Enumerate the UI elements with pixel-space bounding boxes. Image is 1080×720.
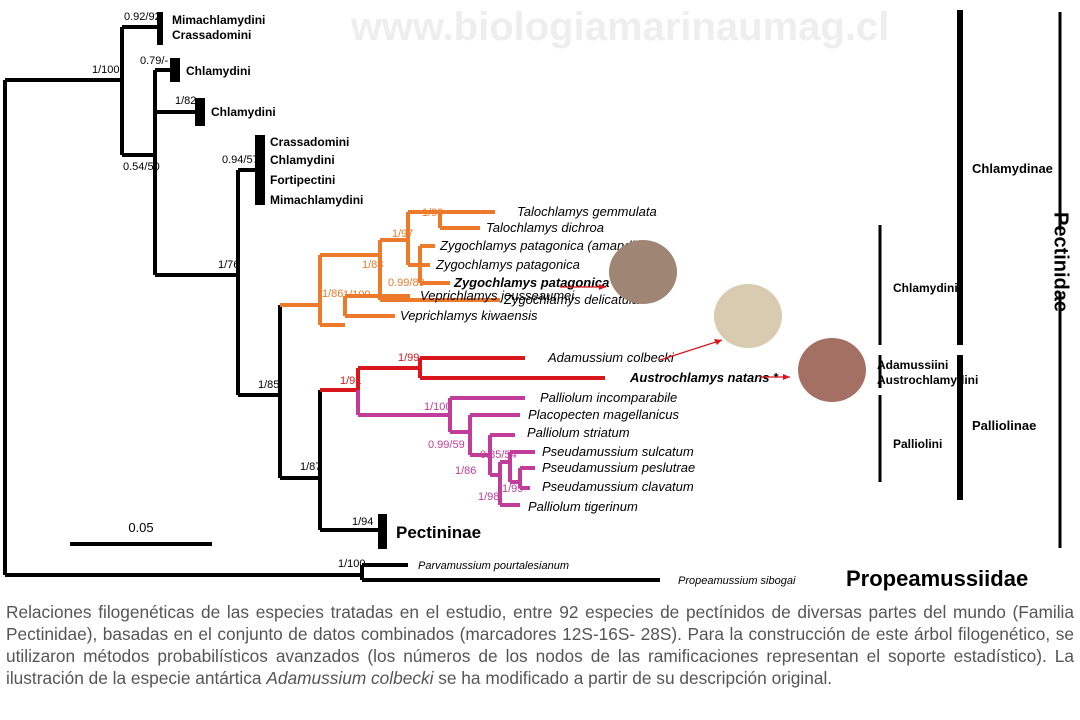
caption-text: Relaciones filogenéticas de las especies…	[6, 602, 1074, 688]
taxon: Austrochlamys natans *	[629, 370, 779, 385]
caption-text: se ha modificado a partir de su descripc…	[433, 668, 833, 688]
support-value: 0.94/57	[222, 154, 259, 166]
support-value: 1/85	[258, 379, 279, 391]
taxon: Placopecten magellanicus	[528, 407, 680, 422]
family-label: Propeamussiidae	[846, 566, 1028, 591]
clade-label: Mimachlamydini	[172, 13, 265, 27]
taxa: Talochlamys gemmulata Talochlamys dichro…	[400, 204, 796, 587]
support-value: 0.99/89	[388, 277, 425, 289]
tree-branches	[3, 12, 660, 582]
taxon: Talochlamys dichroa	[486, 220, 604, 235]
support-value: 0.79/-	[140, 55, 168, 67]
watermark: www.biologiamarinaumag.cl	[350, 5, 890, 49]
support-value: 1/100	[424, 401, 452, 413]
support-value: 1/100	[338, 558, 366, 570]
classification: Chlamydini Adamussiini Austrochlamydini …	[846, 10, 1072, 591]
taxon: Zygochlamys patagonica *	[453, 275, 619, 290]
caption: Relaciones filogenéticas de las especies…	[6, 601, 1074, 689]
support-value: 0.85/54	[480, 449, 517, 461]
support-value: 1/98	[478, 491, 499, 503]
tribe-label: Austrochlamydini	[877, 373, 978, 387]
taxon: Adamussium colbecki	[547, 350, 675, 365]
clade-label: Chlamydini	[186, 64, 251, 78]
taxon: Zygochlamys patagonica	[435, 257, 580, 272]
support-value: 1/97	[392, 228, 413, 240]
taxon: Pseudamussium peslutrae	[542, 460, 695, 475]
clade-label: Fortipectini	[270, 173, 335, 187]
taxon: Veprichlamys jousseaumei	[420, 288, 575, 303]
subfamily-label: Palliolinae	[972, 418, 1036, 433]
support-value: 1/87	[300, 461, 321, 473]
support-value: 1/99	[422, 207, 443, 219]
taxon: Talochlamys gemmulata	[517, 204, 657, 219]
support-value: 1/76	[218, 259, 239, 271]
support-values: 0.92/92 1/100 0.79/- 1/82 0.54/50 0.94/5…	[92, 11, 523, 570]
support-value: 1/99	[398, 352, 419, 364]
support-value: 1/82	[175, 95, 196, 107]
support-value: 1/99	[502, 483, 523, 495]
subfamily-label: Chlamydinae	[972, 161, 1053, 176]
family-label: Pectinidae	[1050, 212, 1072, 312]
tribe-label: Palliolini	[893, 437, 942, 451]
scale-label: 0.05	[128, 520, 153, 535]
taxon: Veprichlamys kiwaensis	[400, 308, 538, 323]
clade-label: Chlamydini	[211, 105, 276, 119]
taxon: Palliolum tigerinum	[528, 499, 638, 514]
clade-label: Crassadomini	[172, 28, 251, 42]
shells	[560, 240, 866, 402]
taxon: Pseudamussium sulcatum	[542, 444, 694, 459]
support-value: 0.92/92	[124, 11, 161, 23]
clade-labels: Mimachlamydini Crassadomini Chlamydini C…	[172, 13, 481, 542]
support-value: 1/100	[92, 64, 120, 76]
support-value: 0.99/59	[428, 439, 465, 451]
clade-label: Pectininae	[396, 523, 481, 542]
support-value: 0.54/50	[123, 161, 160, 173]
clade-label: Mimachlamydini	[270, 193, 363, 207]
support-value: 1/100	[343, 289, 371, 301]
taxon: Zygochlamys delicatula	[503, 292, 639, 307]
taxon: Palliolum striatum	[527, 425, 630, 440]
tribe-label: Chlamydini	[893, 281, 958, 295]
clade-label: Chlamydini	[270, 153, 335, 167]
taxon: Zygochlamys patagonica (amandi)	[439, 238, 639, 253]
taxon: Palliolum incomparabile	[540, 390, 677, 405]
support-value: 1/86	[322, 288, 343, 300]
tribe-label: Adamussiini	[877, 358, 948, 372]
taxon: Parvamussium pourtalesianum	[418, 560, 569, 572]
support-value: 1/94	[352, 516, 373, 528]
taxon: Propeamussium sibogai	[678, 575, 796, 587]
support-value: 1/91	[340, 375, 361, 387]
clade-label: Crassadomini	[270, 135, 349, 149]
support-value: 1/86	[455, 465, 476, 477]
caption-species: Adamussium colbecki	[266, 668, 434, 688]
phylogeny: www.biologiamarinaumag.cl 0.92/92 1/100 …	[3, 5, 1072, 591]
support-value: 1/88	[362, 259, 383, 271]
taxon: Pseudamussium clavatum	[542, 479, 694, 494]
